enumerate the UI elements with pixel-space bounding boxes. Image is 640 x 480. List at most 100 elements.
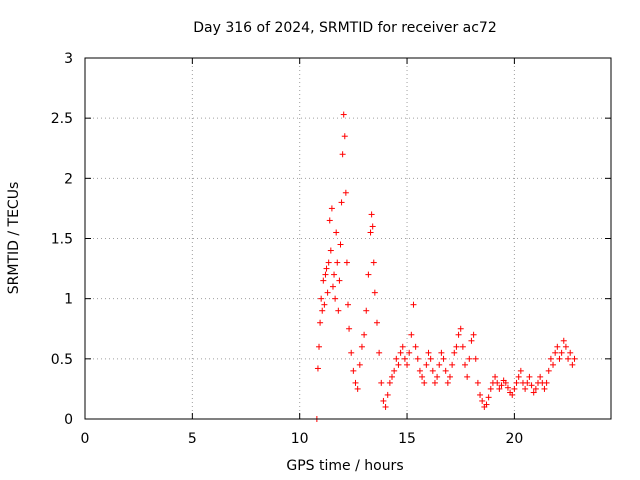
data-point: [361, 331, 368, 338]
data-point: [338, 199, 345, 206]
data-point: [464, 373, 471, 380]
data-point: [363, 307, 370, 314]
data-point: [492, 373, 499, 380]
x-tick-label: 15: [398, 431, 416, 447]
data-point: [526, 373, 533, 380]
data-point: [342, 189, 349, 196]
data-point: [322, 271, 329, 278]
data-point: [319, 307, 326, 314]
data-point: [314, 365, 321, 372]
data-point: [328, 205, 335, 212]
data-point: [365, 271, 372, 278]
x-tick-label: 0: [81, 431, 90, 447]
data-point: [429, 367, 436, 374]
data-point: [414, 355, 421, 362]
data-point: [348, 349, 355, 356]
data-point: [477, 391, 484, 398]
data-point: [321, 301, 328, 308]
data-point: [571, 355, 578, 362]
data-point: [382, 403, 389, 410]
data-point: [358, 343, 365, 350]
data-point: [451, 349, 458, 356]
data-point: [444, 379, 451, 386]
data-point: [416, 367, 423, 374]
data-point: [339, 151, 346, 158]
y-tick-labels: 0 0.5 1 1.5 2 2.5 3: [51, 51, 73, 428]
data-point: [369, 223, 376, 230]
data-point: [556, 355, 563, 362]
data-point: [494, 379, 501, 386]
data-point: [449, 361, 456, 368]
y-tick-label: 0: [64, 412, 73, 428]
data-point: [446, 373, 453, 380]
data-point: [350, 367, 357, 374]
data-point: [373, 319, 380, 326]
data-point: [427, 355, 434, 362]
data-point: [479, 397, 486, 404]
data-point: [391, 367, 398, 374]
data-point: [318, 295, 325, 302]
data-point: [524, 379, 531, 386]
data-point: [434, 373, 441, 380]
data-points: [313, 111, 578, 422]
y-axis-title: SRMTID / TECUs: [6, 182, 22, 295]
data-point: [543, 379, 550, 386]
data-point: [354, 385, 361, 392]
data-point: [423, 361, 430, 368]
data-point: [325, 259, 332, 266]
data-point: [370, 259, 377, 266]
data-point: [436, 361, 443, 368]
data-point: [410, 301, 417, 308]
chart-title: Day 316 of 2024, SRMTID for receiver ac7…: [193, 20, 497, 36]
data-point: [474, 379, 481, 386]
data-point: [517, 367, 524, 374]
data-point: [498, 382, 505, 389]
data-point: [569, 361, 576, 368]
data-point: [545, 367, 552, 374]
data-point: [462, 361, 469, 368]
y-tick-label: 3: [64, 51, 73, 67]
data-point: [442, 367, 449, 374]
data-point: [504, 384, 511, 391]
data-point: [337, 241, 344, 248]
data-point: [472, 355, 479, 362]
data-point: [487, 385, 494, 392]
data-point: [340, 111, 347, 118]
data-point: [502, 379, 509, 386]
data-point: [371, 289, 378, 296]
data-point: [468, 337, 475, 344]
data-point: [560, 337, 567, 344]
data-point: [541, 385, 548, 392]
data-point: [324, 289, 331, 296]
data-point: [378, 379, 385, 386]
data-point: [331, 271, 338, 278]
data-point: [341, 133, 348, 140]
data-point: [466, 355, 473, 362]
data-point: [515, 373, 522, 380]
data-point: [397, 349, 404, 356]
data-point: [440, 355, 447, 362]
grid-lines: [85, 58, 611, 419]
data-point: [496, 385, 503, 392]
data-point: [522, 385, 529, 392]
y-tick-label: 2: [64, 171, 73, 187]
data-point: [509, 391, 516, 398]
data-point: [329, 283, 336, 290]
data-point: [406, 349, 413, 356]
data-point: [384, 391, 391, 398]
data-point: [511, 385, 518, 392]
data-point: [333, 229, 340, 236]
data-point: [401, 355, 408, 362]
data-point: [367, 229, 374, 236]
data-point: [528, 382, 535, 389]
data-point: [550, 361, 557, 368]
data-point: [327, 247, 334, 254]
data-point: [408, 331, 415, 338]
data-point: [562, 343, 569, 350]
data-point: [513, 379, 520, 386]
data-point: [346, 325, 353, 332]
data-point: [459, 343, 466, 350]
data-point: [530, 389, 537, 396]
data-point: [537, 373, 544, 380]
data-point: [412, 343, 419, 350]
